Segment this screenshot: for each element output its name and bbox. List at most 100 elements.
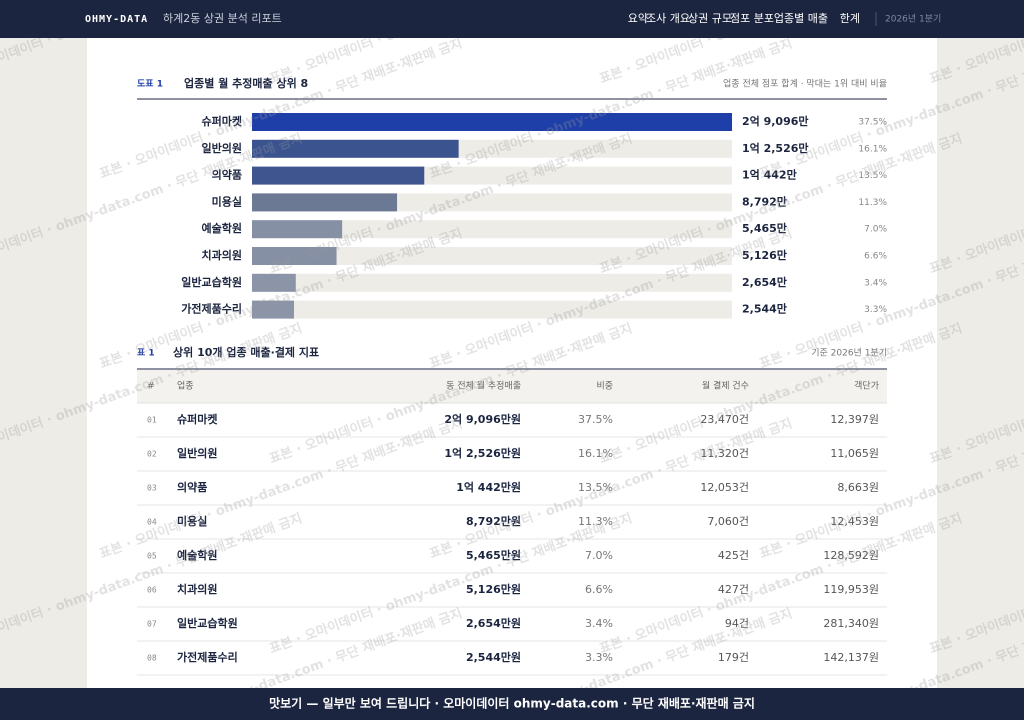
value-label: 5,126만 [742, 248, 787, 262]
table-header-bg [137, 370, 887, 403]
table-cell: 11,320건 [700, 447, 749, 460]
table-cell: 3.4% [585, 617, 613, 630]
bar [252, 166, 425, 185]
bar [252, 300, 294, 319]
row-number: 06 [147, 586, 157, 595]
bar [252, 113, 732, 131]
period: 2026년 1분기 [885, 14, 941, 25]
figure-subtitle: 업종 전체 점포 합계 · 막대는 1위 대비 비율 [723, 78, 887, 90]
report-title: 하계2동 상권 분석 리포트 [163, 11, 282, 25]
table-cell: 6.6% [585, 583, 613, 596]
category-label: 일반의원 [202, 141, 242, 155]
footer-background [0, 688, 1024, 720]
category-label: 의약품 [212, 168, 242, 182]
value-label: 1억 2,526만 [742, 141, 809, 155]
table-cell: 1억 2,526만원 [444, 446, 521, 460]
table-cell: 179건 [718, 651, 749, 664]
table-cell: 치과의원 [177, 582, 217, 596]
table-cell: 425건 [718, 549, 749, 562]
table-cell: 11,065원 [830, 447, 879, 460]
table-cell: 의약품 [177, 480, 207, 494]
column-header: 동 전체 월 추정매출 [446, 380, 521, 392]
row-number: 02 [147, 450, 157, 459]
table-cell: 142,137원 [823, 651, 879, 664]
nav-link[interactable]: 점포 분포 [730, 12, 774, 25]
nav-link[interactable]: 한계 [840, 12, 860, 25]
bar [252, 247, 337, 265]
share-label: 6.6% [864, 252, 887, 262]
table-cell: 11.3% [578, 515, 613, 528]
nav-link[interactable]: 조사 개요 [646, 12, 690, 25]
column-header: # [147, 382, 155, 392]
nav-link[interactable]: 요약 [628, 11, 648, 25]
table-title: 상위 10개 업종 매출·결제 지표 [173, 345, 319, 359]
table-cell: 8,792만원 [466, 514, 521, 528]
table-cell: 128,592원 [823, 549, 879, 562]
table-cell: 7,060건 [707, 515, 749, 528]
table-cell: 5,126만원 [466, 582, 521, 596]
table-cell: 13.5% [578, 481, 613, 494]
table-cell: 슈퍼마켓 [177, 412, 217, 426]
share-label: 3.4% [864, 278, 887, 288]
figure-label: 도표 1 [137, 79, 163, 90]
column-header: 비중 [596, 381, 613, 392]
row-number: 04 [147, 518, 157, 527]
column-header: 월 결제 건수 [702, 380, 749, 392]
table-cell: 16.1% [578, 447, 613, 460]
footer-text: 맛보기 — 일부만 보여 드립니다 · 오마이데이터 ohmy-data.com… [269, 696, 755, 711]
brand[interactable]: OHMY-DATA [85, 14, 148, 25]
bar-track [252, 247, 732, 265]
share-label: 13.5% [858, 171, 887, 181]
table-cell: 7.0% [585, 549, 613, 562]
category-label: 미용실 [212, 194, 242, 208]
share-label: 3.3% [864, 305, 887, 315]
value-label: 2,544만 [742, 302, 787, 316]
table-cell: 12,453원 [830, 515, 879, 528]
bar-track [252, 300, 732, 319]
nav-background [0, 0, 1024, 38]
column-header: 객단가 [854, 381, 879, 392]
table-cell: 예술학원 [177, 548, 217, 562]
table-cell: 119,953원 [823, 583, 879, 596]
category-label: 슈퍼마켓 [202, 114, 242, 128]
footer-bar: 맛보기 — 일부만 보여 드립니다 · 오마이데이터 ohmy-data.com… [0, 688, 1024, 720]
table-label: 표 1 [137, 348, 155, 359]
row-number: 07 [147, 620, 157, 629]
table-cell: 5,465만원 [466, 548, 521, 562]
value-label: 8,792만 [742, 194, 787, 208]
category-label: 가전제품수리 [181, 302, 242, 316]
table-cell: 2억 9,096만원 [444, 412, 521, 426]
table-cell: 427건 [718, 583, 749, 596]
share-label: 11.3% [858, 198, 887, 208]
bar [252, 193, 398, 212]
table-cell: 1억 442만원 [456, 480, 521, 494]
column-header: 업종 [177, 381, 194, 392]
value-label: 2억 9,096만 [742, 114, 809, 128]
row-number: 03 [147, 484, 157, 493]
table-cell: 가전제품수리 [177, 650, 238, 664]
row-number: 05 [147, 552, 157, 561]
table-note: 기준 2026년 1분기 [811, 348, 887, 359]
nav-link[interactable]: 업종별 매출 [774, 12, 828, 25]
content: 도표 1 업종별 월 추정매출 상위 8 업종 전체 점포 합계 · 막대는 1위 … [137, 76, 887, 676]
table-cell: 23,470건 [700, 413, 749, 426]
bar [252, 139, 459, 158]
value-label: 2,654만 [742, 275, 787, 289]
row-number: 08 [147, 654, 157, 663]
table-cell: 일반의원 [177, 446, 217, 460]
nav-link[interactable]: 상권 규모 [688, 12, 732, 25]
table-cell: 2,544만원 [466, 650, 521, 664]
table-cell: 3.3% [585, 651, 613, 664]
bar-track [252, 220, 732, 239]
table-cell: 일반교습학원 [177, 616, 238, 630]
bar [252, 273, 296, 292]
share-label: 7.0% [864, 225, 887, 235]
table-cell: 8,663원 [837, 481, 879, 494]
bar-track [252, 273, 732, 292]
table-cell: 94건 [725, 617, 749, 630]
value-label: 5,465만 [742, 221, 787, 235]
table-cell: 281,340원 [823, 617, 879, 630]
